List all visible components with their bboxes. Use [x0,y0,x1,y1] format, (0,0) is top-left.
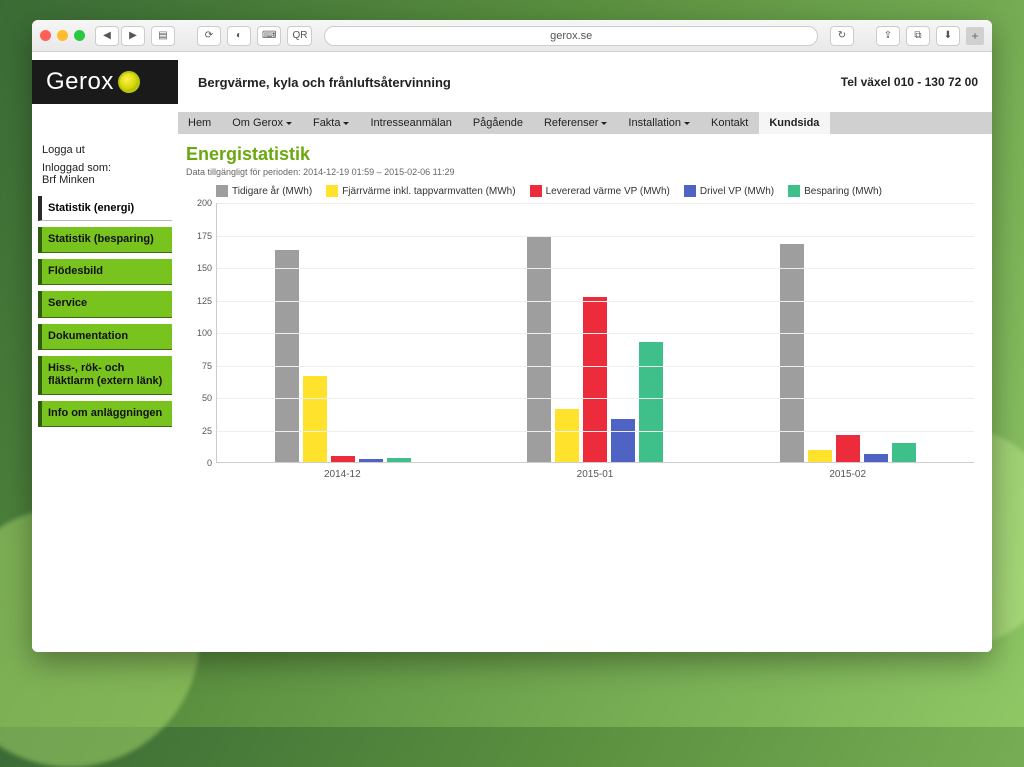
reload-button[interactable]: ⟳ [197,26,221,46]
browser-toolbar: ◀ ▶ ▤ ⟳ ◐ ⌨ QR gerox.se ↻ ⇪ ⧉ ⬇ + [32,20,992,52]
page-title: Energistatistik [186,144,974,165]
nav-back-button[interactable]: ◀ [95,26,119,46]
sidebar-item[interactable]: Flödesbild [38,259,172,285]
minimize-icon[interactable] [57,30,68,41]
keyboard-button[interactable]: ⌨ [257,26,281,46]
y-tick-label: 200 [197,198,212,208]
sidebar-item[interactable]: Hiss-, rök- och fläktlarm (extern länk) [38,356,172,395]
legend-item: Fjärrvärme inkl. tappvarmvatten (MWh) [326,185,515,197]
nav-item-pågående[interactable]: Pågående [463,112,534,134]
page-content: Gerox Bergvärme, kyla och frånluftsåterv… [32,52,992,652]
chart-plot-area [216,203,974,463]
legend-item: Levererad värme VP (MWh) [530,185,670,197]
header-phone: Tel växel 010 - 130 72 00 [841,75,978,89]
logged-in-label: Inloggad som: [42,162,172,174]
legend-swatch-icon [530,185,542,197]
y-tick-label: 25 [202,426,212,436]
nav-item-intresseanmälan[interactable]: Intresseanmälan [360,112,462,134]
y-tick-label: 75 [202,361,212,371]
bar [555,409,579,462]
y-tick-label: 175 [197,231,212,241]
legend-item: Besparing (MWh) [788,185,882,197]
top-nav: HemOm GeroxFaktaIntresseanmälanPågåendeR… [178,112,992,134]
chart-x-axis: 2014-122015-012015-02 [216,463,974,480]
sidebar: Logga ut Inloggad som: Brf Minken Statis… [32,134,178,500]
bar [387,458,411,462]
logo-text: Gerox [46,68,114,96]
logged-in-user: Brf Minken [42,174,172,186]
refresh-button[interactable]: ↻ [830,26,854,46]
window-controls [40,30,85,41]
chart-legend: Tidigare år (MWh) Fjärrvärme inkl. tappva… [216,185,974,197]
bar [583,297,607,462]
url-bar[interactable]: gerox.se [324,26,818,46]
nav-item-fakta[interactable]: Fakta [303,112,361,134]
y-tick-label: 0 [207,458,212,468]
browser-window: ◀ ▶ ▤ ⟳ ◐ ⌨ QR gerox.se ↻ ⇪ ⧉ ⬇ + Gerox … [32,20,992,652]
share-button[interactable]: ⇪ [876,26,900,46]
chart-y-axis: 0255075100125150175200 [186,203,216,463]
reader-button[interactable]: ◐ [227,26,251,46]
y-tick-label: 150 [197,263,212,273]
sidebar-item-active[interactable]: Statistik (energi) [38,196,172,221]
bar [611,419,635,462]
legend-swatch-icon [684,185,696,197]
bar [892,443,916,463]
x-tick-label: 2015-02 [721,463,974,480]
legend-swatch-icon [788,185,800,197]
bar [359,459,383,462]
x-tick-label: 2014-12 [216,463,469,480]
legend-item: Tidigare år (MWh) [216,185,312,197]
legend-swatch-icon [216,185,228,197]
legend-swatch-icon [326,185,338,197]
main-panel: Energistatistik Data tillgängligt för pe… [178,134,992,500]
bar [864,454,888,462]
nav-item-om-gerox[interactable]: Om Gerox [222,112,303,134]
nav-item-kontakt[interactable]: Kontakt [701,112,759,134]
legend-item: Drivel VP (MWh) [684,185,774,197]
maximize-icon[interactable] [74,30,85,41]
sidebar-item[interactable]: Info om anläggningen [38,401,172,427]
x-tick-label: 2015-01 [469,463,722,480]
nav-item-referenser[interactable]: Referenser [534,112,618,134]
bar [780,244,804,462]
data-range-note: Data tillgängligt för perioden: 2014-12-… [186,167,974,177]
qr-button[interactable]: QR [287,26,312,46]
y-tick-label: 100 [197,328,212,338]
nav-item-kundsida[interactable]: Kundsida [759,112,830,134]
y-tick-label: 125 [197,296,212,306]
nav-forward-button[interactable]: ▶ [121,26,145,46]
sidebar-item[interactable]: Dokumentation [38,324,172,350]
bar [303,376,327,462]
bar [527,237,551,462]
bar [808,450,832,462]
bar [639,342,663,462]
nav-item-installation[interactable]: Installation [618,112,701,134]
tagline: Bergvärme, kyla och frånluftsåtervinning [178,75,841,90]
close-icon[interactable] [40,30,51,41]
site-logo[interactable]: Gerox [32,60,178,104]
nav-item-hem[interactable]: Hem [178,112,222,134]
new-tab-button[interactable]: + [966,27,984,45]
tabs-button[interactable]: ⧉ [906,26,930,46]
bar [836,435,860,462]
y-tick-label: 50 [202,393,212,403]
downloads-button[interactable]: ⬇ [936,26,960,46]
sidebar-item[interactable]: Service [38,291,172,317]
sidebar-item[interactable]: Statistik (besparing) [38,227,172,253]
logout-link[interactable]: Logga ut [42,144,172,156]
bar [331,456,355,463]
sidebar-toggle-button[interactable]: ▤ [151,26,175,46]
logo-dot-icon [118,71,140,93]
chart: 0255075100125150175200 [186,203,974,463]
